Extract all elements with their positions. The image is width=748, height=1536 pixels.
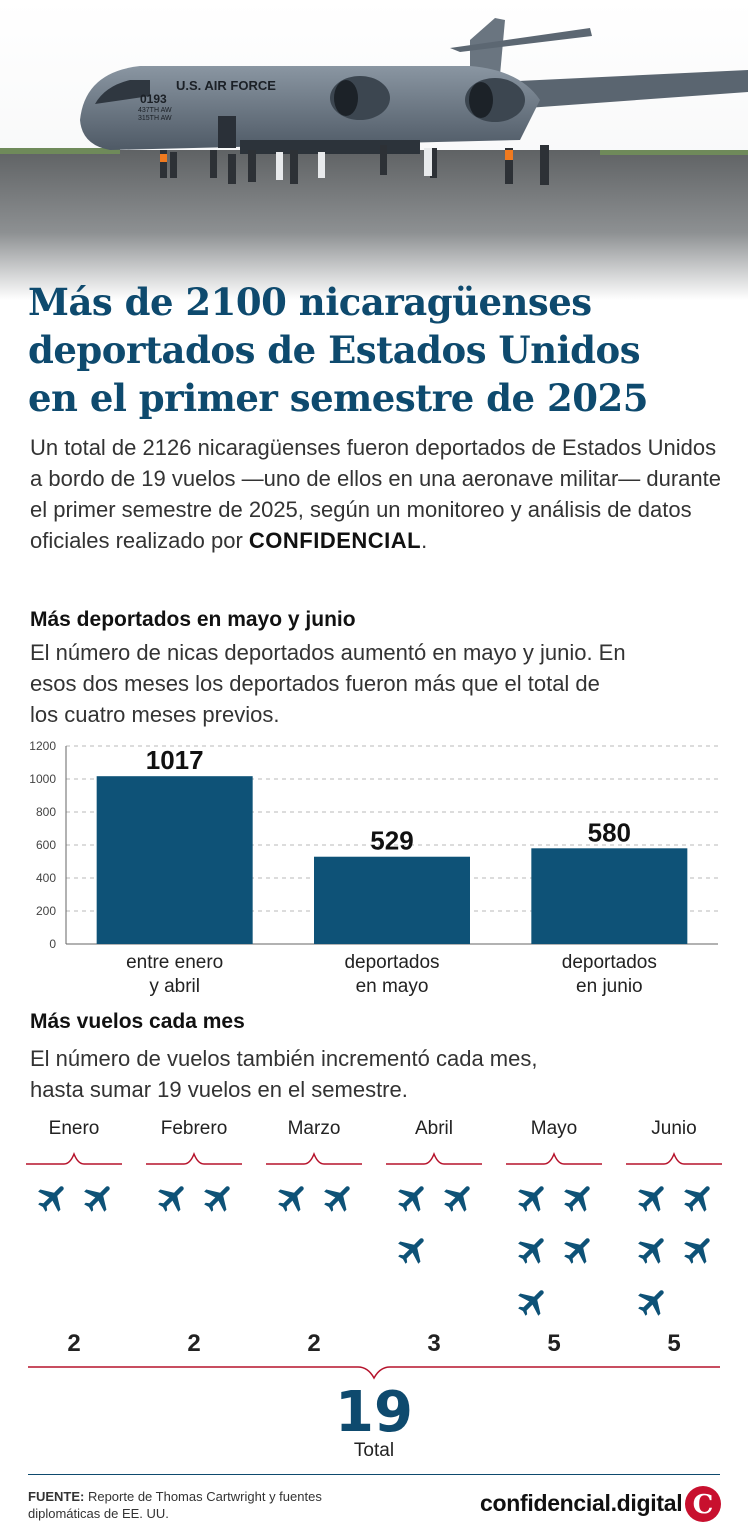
airplane-icon [392,1180,434,1216]
y-tick-label: 200 [36,904,56,918]
month-flight-count: 5 [547,1330,561,1357]
military-plane-illustration: U.S. AIR FORCE 0193 437TH AW 315TH AW [0,0,748,300]
category-label: deportados [344,952,439,973]
month-name: Febrero [160,1118,228,1139]
month-brace [506,1151,602,1165]
footer-divider [28,1474,720,1475]
bar-value-label: 580 [588,817,631,847]
month-flight-count: 2 [307,1330,321,1357]
brand-logo-text[interactable]: confidencial.digital [480,1490,683,1516]
category-label: deportados [562,952,657,973]
lead-end: . [421,528,428,553]
category-label: en mayo [356,976,429,997]
airplane-icon [678,1232,720,1268]
section2-heading: Más vuelos cada mes [30,1010,245,1033]
lead-paragraph: Un total de 2126 nicaragüenses fueron de… [30,432,730,556]
source-text: Reporte de Thomas Cartwright y fuentes d… [28,1489,322,1521]
bar-value-label: 1017 [146,745,204,775]
plane-badge-2: 315TH AW [138,115,172,122]
bar-value-label: 529 [370,826,413,856]
y-tick-label: 400 [36,871,56,885]
section2-description: El número de vuelos también incrementó c… [30,1046,538,1102]
month-flight-count: 5 [667,1330,681,1357]
airplane-icon [678,1180,720,1216]
airplane-icon [632,1284,674,1320]
airplane-icon [78,1180,120,1216]
y-tick-label: 800 [36,805,56,819]
month-flight-count: 2 [67,1330,81,1357]
month-name: Junio [651,1118,697,1139]
month-febrero: Febrero 2 [146,1118,242,1357]
month-flight-count: 3 [427,1330,441,1357]
month-marzo: Marzo 2 [266,1118,362,1357]
total-brace [28,1366,720,1380]
month-mayo: Mayo 5 [506,1118,602,1357]
bar [96,776,253,944]
airplane-icon [438,1180,480,1216]
month-junio: Junio 5 [626,1118,722,1357]
bar [314,856,470,944]
y-tick-label: 0 [49,937,56,951]
total-flights-value: 19 [335,1380,413,1445]
airplane-icon [152,1180,194,1216]
airplane-icon [272,1180,314,1216]
section1-heading: Más deportados en mayo y junio [30,608,356,631]
monthly-flights: Enero 2 Febrero 2 Marzo 2 Abril 3 Mayo 5 Junio 5 [0,1118,748,1368]
month-flight-count: 2 [187,1330,201,1357]
category-label: entre enero [126,952,223,973]
deportations-bar-chart: 0 200 400 600 800 1000 1200 1017 entre enero y ab… [29,739,718,997]
plane-tail-number: 0193 [140,92,167,106]
month-abril: Abril 3 [386,1118,482,1357]
section1-description: El número de nicas deportados aumentó en… [30,640,626,727]
airplane-icon [512,1180,554,1216]
bar [531,848,688,944]
airplane-icon [558,1232,600,1268]
brand-logo-icon[interactable]: C [684,1485,722,1523]
brand-logo-letter: C [693,1490,714,1520]
airplane-icon [512,1232,554,1268]
plane-fuselage-text: U.S. AIR FORCE [176,78,276,93]
month-brace [386,1151,482,1165]
title-line: Más de 2100 nicaragüenses [28,280,592,324]
total-flights-label: Total [353,1440,395,1461]
lead-brand: CONFIDENCIAL [248,528,422,553]
y-tick-label: 600 [36,838,56,852]
airplane-icon [632,1232,674,1268]
plane-badge-1: 437TH AW [138,107,172,114]
month-name: Marzo [287,1118,341,1139]
source-note: FUENTE: Reporte de Thomas Cartwright y f… [28,1488,358,1522]
source-label: FUENTE: [28,1489,85,1504]
airplane-icon [198,1180,240,1216]
airplane-icon [558,1180,600,1216]
page-title: Más de 2100 nicaragüenses deportados de … [28,278,728,422]
month-brace [146,1151,242,1165]
airplane-icon [512,1284,554,1320]
airplane-icon [318,1180,360,1216]
title-line: deportados de Estados Unidos [28,328,641,372]
airplane-icon [632,1180,674,1216]
airplane-icon [392,1232,434,1268]
lead-text: Un total de 2126 nicaragüenses fueron de… [30,435,722,553]
airplane-icon [32,1180,74,1216]
month-enero: Enero 2 [26,1118,122,1357]
y-tick-label: 1200 [29,739,56,753]
month-name: Enero [48,1118,100,1139]
month-brace [626,1151,722,1165]
category-label: en junio [576,976,643,997]
y-tick-label: 1000 [29,772,56,786]
month-brace [26,1151,122,1165]
title-line: en el primer semestre de 2025 [28,376,648,420]
month-name: Abril [414,1118,453,1139]
month-name: Mayo [530,1118,578,1139]
month-brace [266,1151,362,1165]
category-label: y abril [149,976,200,997]
hero-image: U.S. AIR FORCE 0193 437TH AW 315TH AW [0,0,748,300]
